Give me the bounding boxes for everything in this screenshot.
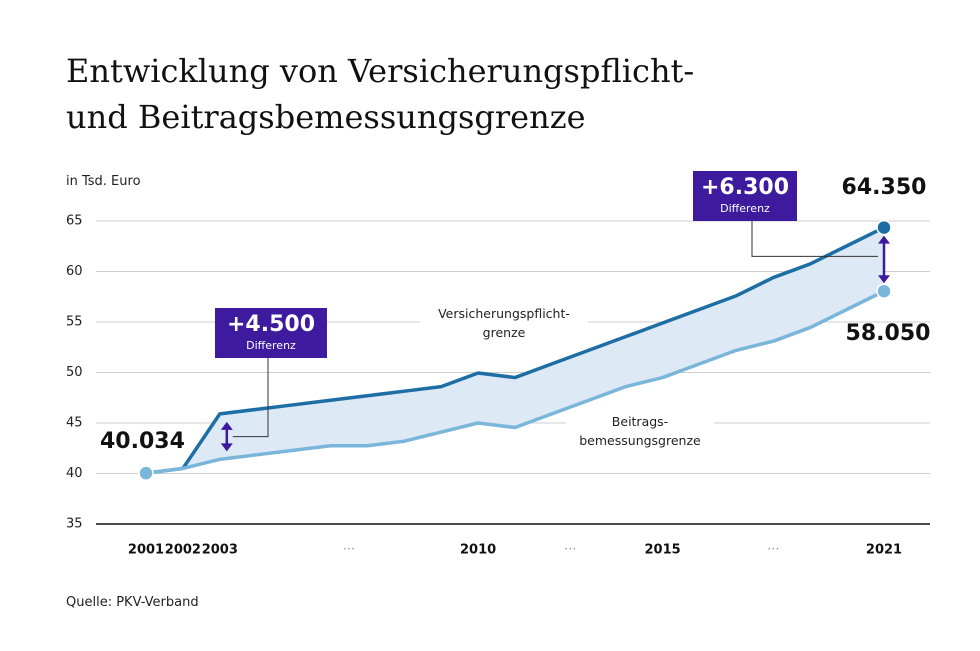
x-tick-label: 2021 — [866, 543, 902, 558]
annotation-text: Differenz — [720, 202, 770, 215]
x-tick-label: ··· — [767, 543, 779, 558]
chart-title: Entwicklung von Versicherungspflicht- un… — [66, 52, 695, 136]
x-tick-label: 2003 — [202, 543, 238, 558]
annotation-connector — [232, 358, 269, 438]
x-tick-label: ··· — [564, 543, 576, 558]
x-tick-label: 2001 — [128, 543, 164, 558]
y-tick-label: 45 — [66, 416, 83, 431]
annotation-box: +4.500 Differenz — [215, 308, 327, 358]
end-point — [876, 219, 892, 236]
annotation-box: +6.300 Differenz — [693, 171, 797, 221]
x-tick-label: ··· — [343, 543, 355, 558]
y-tick-label: 35 — [66, 517, 83, 532]
y-tick-label: 60 — [66, 264, 83, 279]
arrow-head — [220, 443, 233, 452]
series-label: Beitrags- bemessungsgrenze — [566, 412, 714, 450]
y-tick-label: 50 — [66, 365, 83, 380]
y-tick-label: 55 — [66, 315, 83, 330]
arrow-head — [220, 421, 233, 430]
source: Quelle: PKV-Verband — [66, 595, 199, 610]
series-line — [145, 225, 885, 475]
x-tick-label: 2002 — [165, 543, 201, 558]
arrow-head — [878, 235, 890, 244]
value-label: 58.050 — [846, 321, 931, 346]
series-line — [145, 289, 885, 475]
end-point — [138, 465, 154, 481]
arrow-head — [878, 275, 890, 284]
annotation-connector — [751, 221, 878, 257]
y-axis-label: in Tsd. Euro — [66, 174, 141, 189]
area-between — [146, 227, 884, 474]
annotation-value: +6.300 — [700, 175, 790, 200]
annotation-value: +4.500 — [226, 312, 316, 337]
value-label: 40.034 — [100, 429, 185, 454]
y-tick-label: 65 — [66, 214, 83, 229]
x-tick-label: 2015 — [645, 543, 681, 558]
end-point — [876, 283, 892, 299]
x-tick-label: 2010 — [460, 543, 496, 558]
series-label: Versicherungspflicht- grenze — [420, 304, 588, 342]
value-label: 64.350 — [842, 175, 927, 200]
y-tick-label: 40 — [66, 466, 83, 481]
annotation-text: Differenz — [246, 339, 296, 352]
